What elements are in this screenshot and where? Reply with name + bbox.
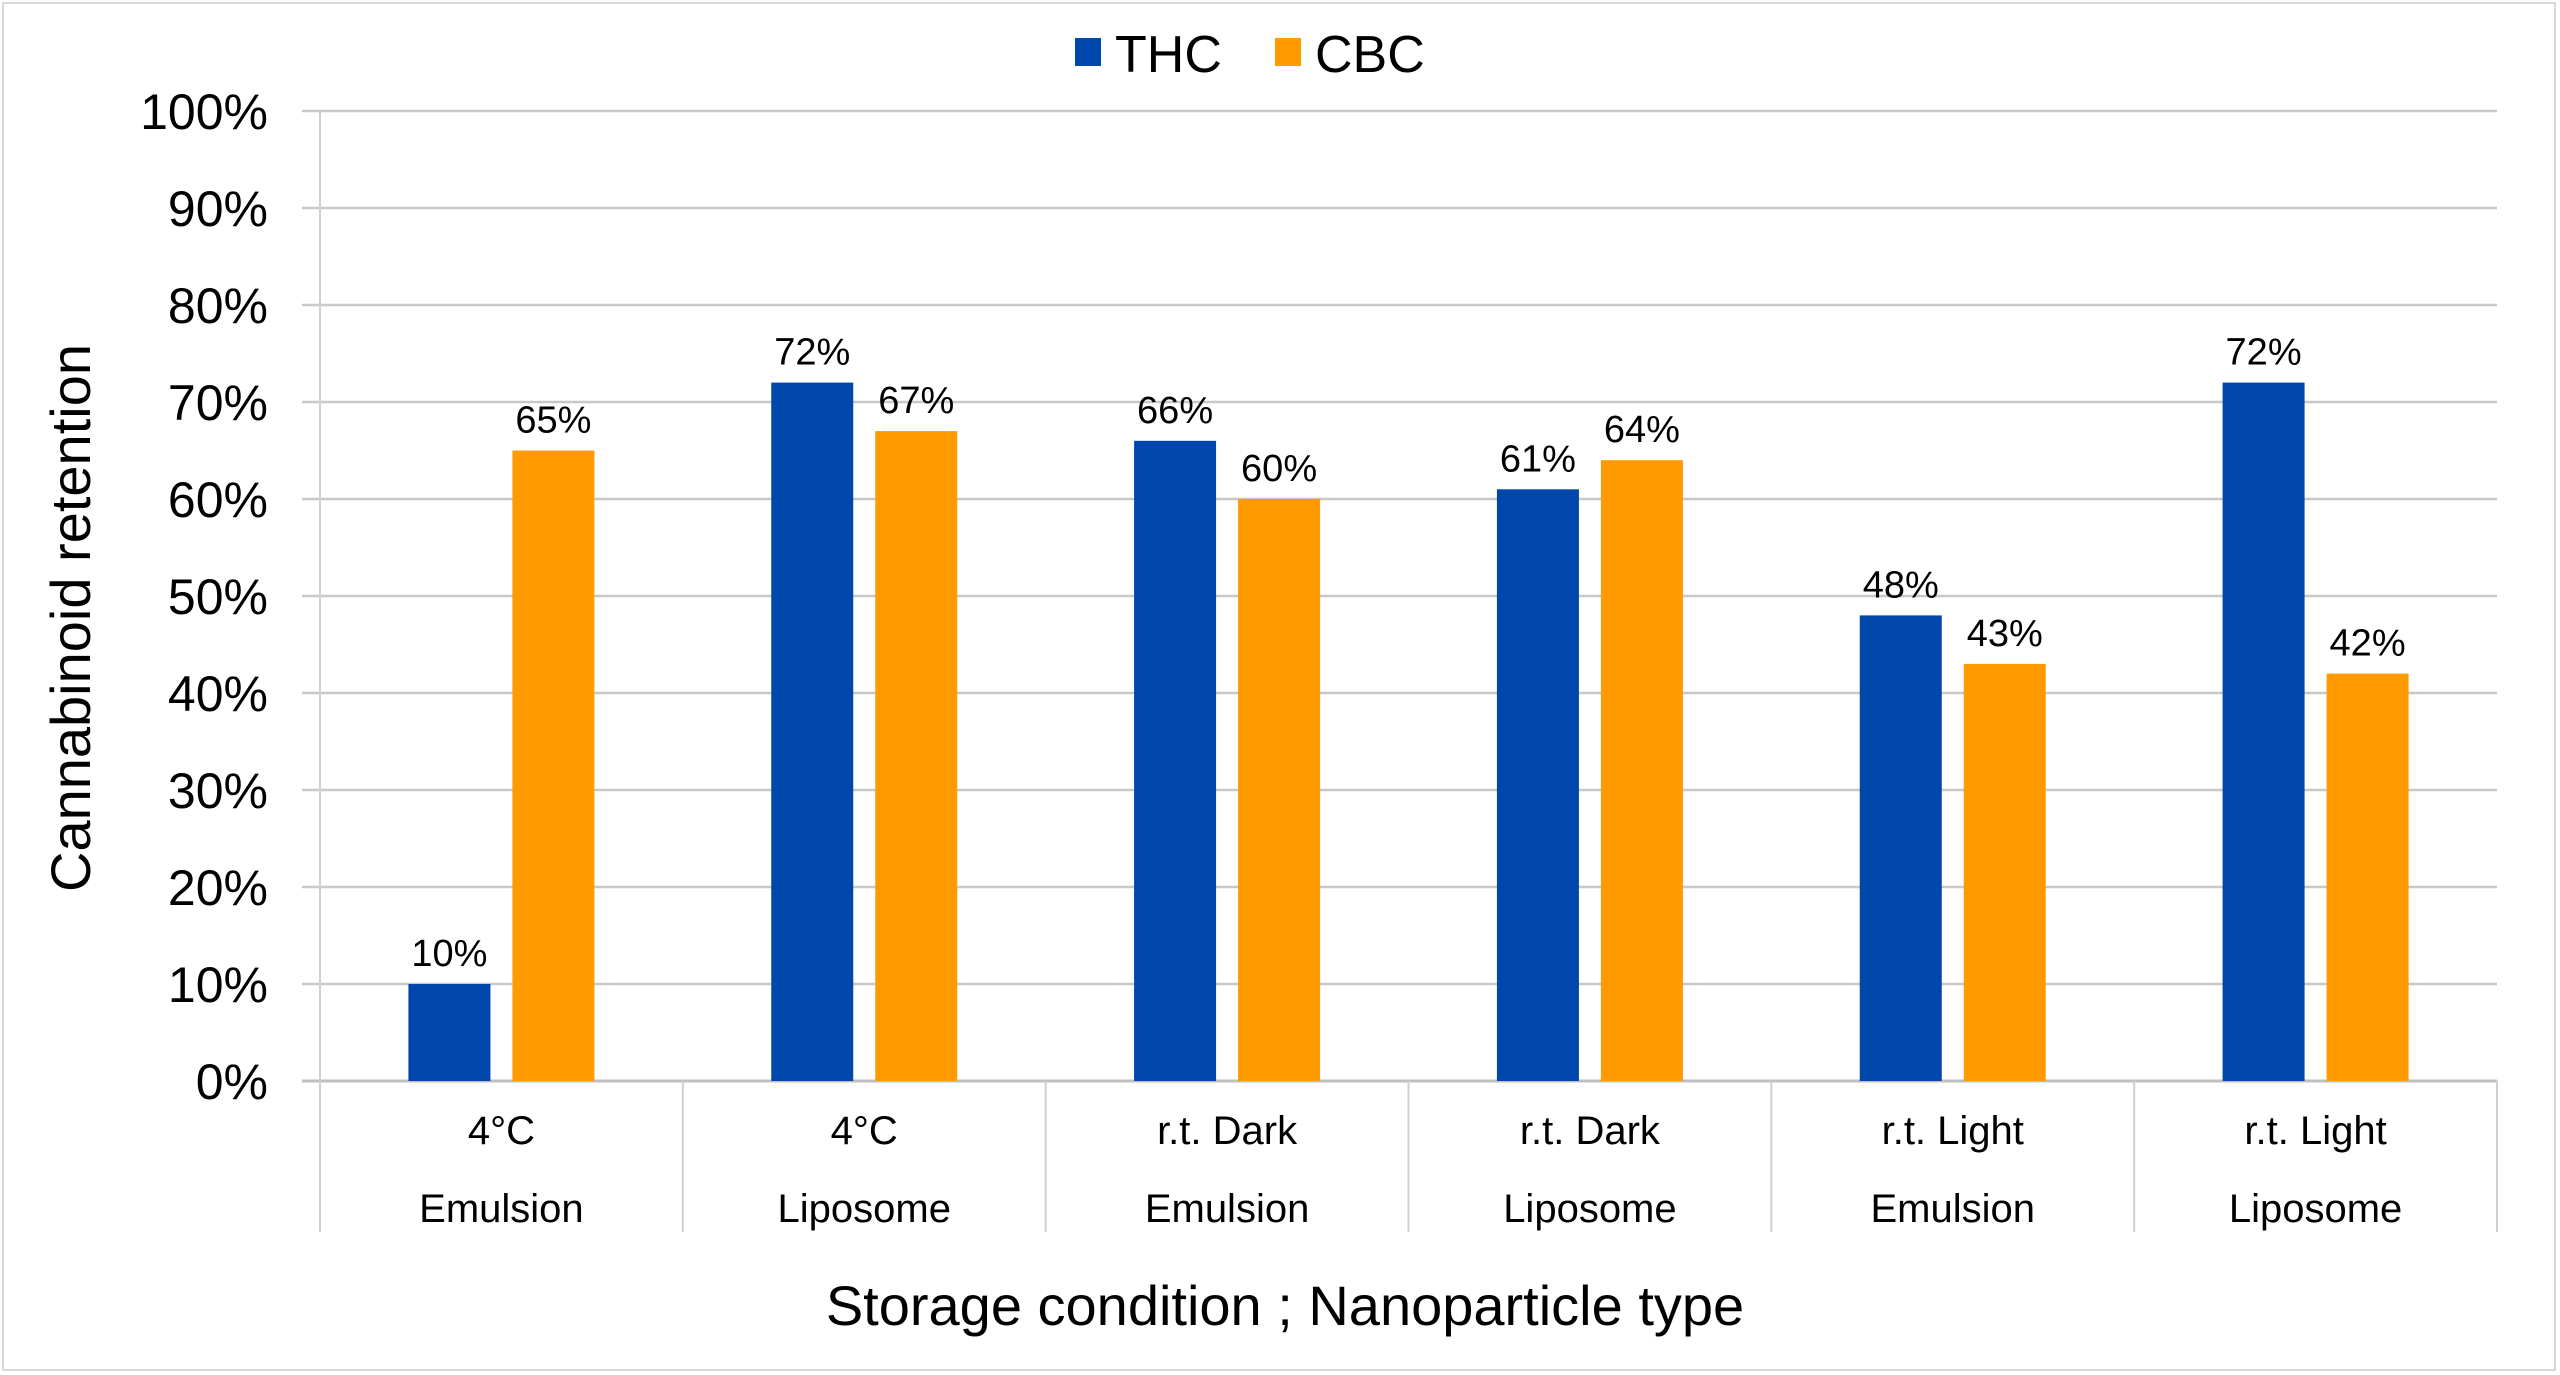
y-axis-title: Cannabinoid retention	[39, 344, 102, 892]
data-label-thc: 72%	[2226, 332, 2302, 374]
legend-swatch-cbc	[1275, 38, 1301, 66]
x-axis: 4°C Emulsion 4°C Liposome r.t. Dark Emulsion r…	[419, 1081, 2498, 1232]
x-tick-label-type: Emulsion	[1145, 1187, 1310, 1231]
x-tick-label-type: Liposome	[2229, 1187, 2402, 1231]
data-label-cbc: 42%	[2330, 623, 2406, 665]
x-tick-label-condition: 4°C	[831, 1109, 898, 1153]
y-tick-label: 50%	[168, 569, 268, 625]
bar-thc	[771, 382, 854, 1082]
y-tick-label: 40%	[168, 666, 268, 722]
y-tick-label: 100%	[140, 84, 268, 140]
y-tick-label: 30%	[168, 763, 268, 819]
x-tick-label-condition: 4°C	[468, 1109, 535, 1153]
y-tick-label: 90%	[168, 181, 268, 237]
legend-label-cbc: CBC	[1315, 26, 1425, 84]
x-tick-label-condition: r.t. Dark	[1157, 1109, 1298, 1153]
y-tick-label: 0%	[196, 1054, 268, 1110]
bar-cbc	[875, 431, 958, 1082]
data-label-cbc: 43%	[1967, 613, 2043, 655]
bars	[408, 382, 2409, 1082]
y-tick-label: 10%	[168, 957, 268, 1013]
x-axis-title: Storage condition ; Nanoparticle type	[826, 1274, 1744, 1337]
bar-thc	[2222, 382, 2305, 1082]
data-label-thc: 72%	[774, 332, 850, 374]
x-tick-label-type: Liposome	[1503, 1187, 1676, 1231]
data-label-thc: 66%	[1137, 390, 1213, 432]
bar-thc	[1496, 489, 1579, 1081]
legend-swatch-thc	[1075, 38, 1101, 66]
y-axis-ticks: 0% 10% 20% 30% 40% 50% 60% 70% 80% 90% 100%	[140, 84, 268, 1110]
data-label-thc: 10%	[411, 933, 487, 975]
data-label-cbc: 65%	[515, 400, 591, 442]
data-label-cbc: 67%	[878, 380, 954, 422]
y-tick-label: 70%	[168, 375, 268, 431]
gridlines	[302, 109, 2497, 1232]
bar-thc	[1134, 440, 1217, 1081]
data-label-thc: 48%	[1863, 564, 1939, 606]
bar-cbc	[1238, 499, 1321, 1081]
x-tick-label-condition: r.t. Light	[2244, 1109, 2386, 1153]
y-tick-label: 80%	[168, 278, 268, 334]
bar-cbc	[1600, 460, 1683, 1081]
bar-thc	[1859, 615, 1942, 1081]
x-tick-label-condition: r.t. Dark	[1520, 1109, 1661, 1153]
y-tick-label: 60%	[168, 472, 268, 528]
x-tick-label-type: Liposome	[778, 1187, 951, 1231]
bar-cbc	[512, 450, 595, 1081]
x-tick-label-type: Emulsion	[1870, 1187, 2035, 1231]
x-tick-label-type: Emulsion	[419, 1187, 584, 1231]
bar-cbc	[2326, 673, 2409, 1081]
data-labels: 10% 65% 72% 67% 66% 60% 61% 64% 48% 43% 72% 42%	[411, 332, 2405, 975]
y-tick-label: 20%	[168, 860, 268, 916]
data-label-cbc: 64%	[1604, 409, 1680, 451]
data-label-cbc: 60%	[1241, 448, 1317, 490]
data-label-thc: 61%	[1500, 438, 1576, 480]
bar-thc	[408, 984, 491, 1081]
legend-label-thc: THC	[1115, 26, 1222, 84]
legend: THC CBC	[1075, 26, 1425, 84]
bar-cbc	[1963, 663, 2046, 1081]
x-tick-label-condition: r.t. Light	[1882, 1109, 2024, 1153]
